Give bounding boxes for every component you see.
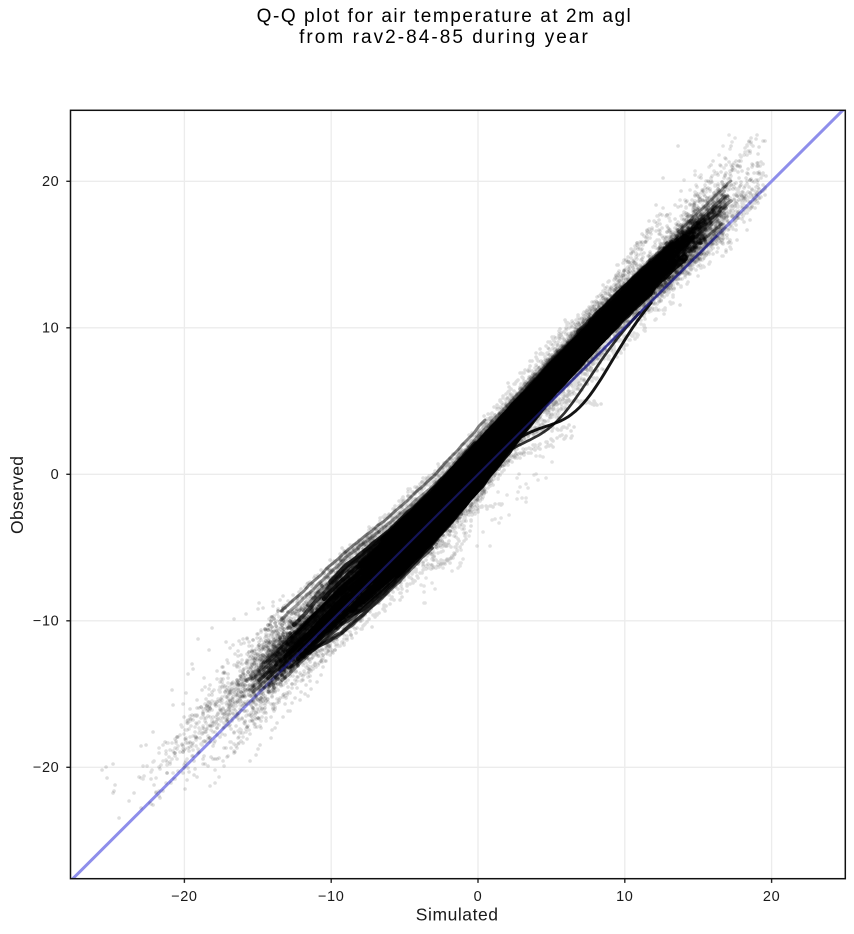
svg-text:20: 20	[763, 889, 780, 905]
svg-text:0: 0	[474, 889, 483, 905]
svg-text:Observed: Observed	[7, 456, 27, 534]
svg-text:10: 10	[42, 321, 59, 337]
svg-text:10: 10	[616, 889, 633, 905]
svg-text:0: 0	[51, 467, 60, 483]
svg-text:−10: −10	[318, 889, 344, 905]
svg-text:Simulated: Simulated	[416, 905, 499, 925]
svg-text:20: 20	[42, 174, 59, 190]
svg-text:−20: −20	[171, 889, 197, 905]
svg-text:−10: −10	[33, 614, 59, 630]
svg-text:−20: −20	[33, 760, 59, 776]
